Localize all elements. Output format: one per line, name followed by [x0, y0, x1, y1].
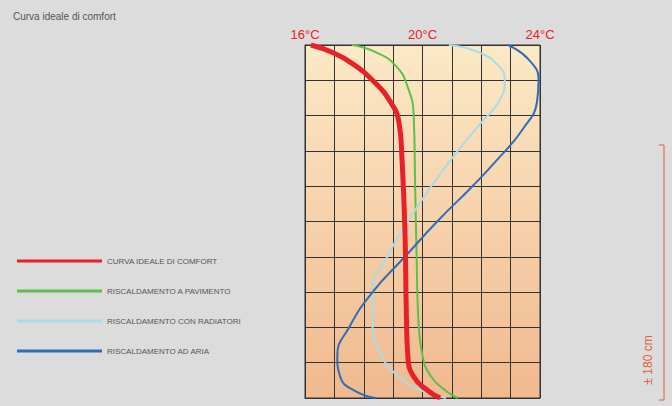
svg-text:CURVA IDEALE DI COMFORT: CURVA IDEALE DI COMFORT: [107, 257, 217, 266]
svg-text:RISCALDAMENTO A PAVIMENTO: RISCALDAMENTO A PAVIMENTO: [107, 287, 230, 296]
svg-text:RISCALDAMENTO CON RADIATORI: RISCALDAMENTO CON RADIATORI: [107, 317, 241, 326]
svg-text:Curva ideale di comfort: Curva ideale di comfort: [13, 11, 116, 22]
svg-text:16°C: 16°C: [290, 27, 319, 42]
svg-text:20°C: 20°C: [408, 27, 437, 42]
svg-text:RISCALDAMENTO AD ARIA: RISCALDAMENTO AD ARIA: [107, 347, 210, 356]
svg-text:24°C: 24°C: [525, 27, 554, 42]
svg-text:± 180 cm: ± 180 cm: [641, 335, 655, 384]
